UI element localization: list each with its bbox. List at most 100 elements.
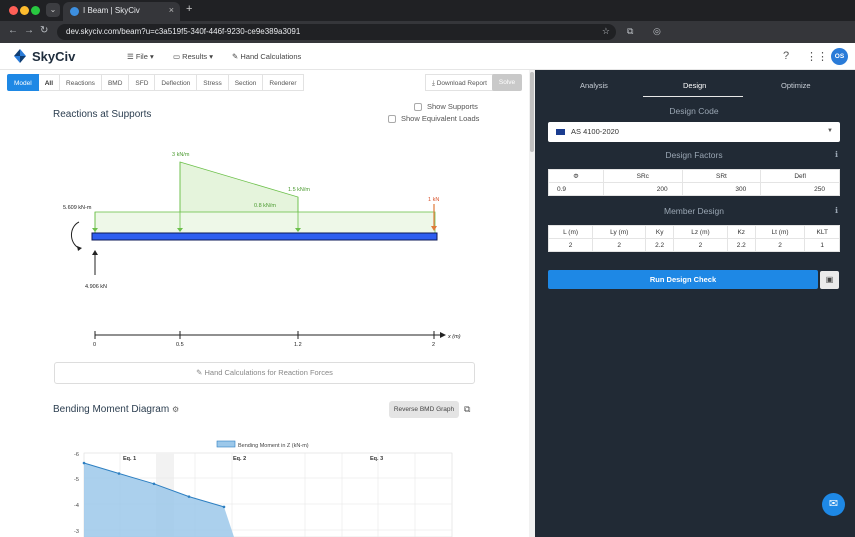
tab-search-icon[interactable]: ⌄ <box>46 3 60 17</box>
bmd-ytick-2: -4 <box>74 503 79 509</box>
results-menu-label: Results <box>182 52 208 61</box>
tab-renderer[interactable]: Renderer <box>263 74 304 91</box>
load-label-c: 0.8 kN/m <box>254 203 276 209</box>
settings-gear-icon[interactable]: ⚙ <box>171 405 180 414</box>
left-pane-scrollbar[interactable] <box>529 70 535 537</box>
browser-tab-title: I Beam | SkyCiv <box>83 6 140 15</box>
factor-header: Defl <box>760 169 840 183</box>
maximize-window-button[interactable] <box>31 6 40 15</box>
tab-deflection[interactable]: Deflection <box>155 74 198 91</box>
chat-support-icon[interactable]: ✉ <box>822 493 845 516</box>
help-icon[interactable]: ? <box>783 50 790 62</box>
show-supports-label: Show Supports <box>427 102 478 111</box>
tab-all[interactable]: All <box>38 74 61 91</box>
member-value[interactable]: 2.2 <box>726 238 756 252</box>
factor-value[interactable]: 200 <box>602 182 683 196</box>
skyciv-favicon-icon <box>70 7 79 16</box>
design-factors-header-row: Φ SRc SRt Defl <box>548 169 840 183</box>
user-avatar[interactable]: OS <box>831 48 848 65</box>
hand-calculations-label: Hand Calculations <box>240 52 302 61</box>
close-window-button[interactable] <box>9 6 18 15</box>
reverse-bmd-button[interactable]: Reverse BMD Graph <box>389 401 459 418</box>
tab-close-icon[interactable]: × <box>168 5 174 15</box>
forward-icon[interactable]: → <box>24 25 34 36</box>
tab-reactions[interactable]: Reactions <box>60 74 102 91</box>
tab-bmd[interactable]: BMD <box>101 74 130 91</box>
tab-model[interactable]: Model <box>7 74 39 91</box>
member-design-value-row: 2 2 2.2 2 2.2 2 1 <box>547 238 840 252</box>
tab-optimize[interactable]: Optimize <box>781 81 811 90</box>
download-report-button[interactable]: ⤓ Download Report <box>425 74 494 91</box>
bmd-chart: Bending Moment in Z (kN-m) -6 -5 -4 -3 E… <box>74 440 453 537</box>
apps-grid-icon[interactable]: ⋮⋮ <box>806 51 828 63</box>
solve-button[interactable]: Solve <box>492 74 522 91</box>
skyciv-logo[interactable]: SkyCiv <box>12 48 75 64</box>
skyciv-logo-icon <box>14 49 26 63</box>
member-value[interactable]: 2 <box>592 238 647 252</box>
profile-icon[interactable]: ◎ <box>653 26 661 36</box>
member-header: Lt (m) <box>754 225 806 239</box>
design-code-value: AS 4100-2020 <box>571 127 619 136</box>
tab-stress[interactable]: Stress <box>197 74 229 91</box>
design-factors-value-row: 0.9 200 300 250 <box>548 182 840 196</box>
member-header: Ly (m) <box>592 225 647 239</box>
results-menu[interactable]: ▭ Results ▾ <box>173 52 214 61</box>
caret-down-icon: ▼ <box>827 128 833 134</box>
factor-value[interactable]: 250 <box>760 182 840 196</box>
show-equivalent-loads-box[interactable] <box>388 114 396 123</box>
bmd-legend-swatch <box>216 440 236 448</box>
factor-header: SRc <box>602 169 683 183</box>
new-tab-icon[interactable]: + <box>186 3 193 15</box>
tab-section[interactable]: Section <box>228 74 264 91</box>
show-equivalent-loads-checkbox[interactable]: Show Equivalent Loads <box>388 114 479 123</box>
uniform-load <box>94 211 436 234</box>
bookmark-star-icon[interactable]: ☆ <box>601 26 610 36</box>
member-value[interactable]: 2 <box>673 238 728 252</box>
axis-tick-0: 0 <box>93 342 96 348</box>
show-supports-box[interactable] <box>414 102 422 111</box>
file-menu[interactable]: ☰ File ▾ <box>127 52 154 61</box>
bmd-point <box>82 461 86 465</box>
tab-sfd[interactable]: SFD <box>129 74 156 91</box>
factor-value[interactable]: 300 <box>681 182 762 196</box>
bmd-point <box>152 482 156 486</box>
reload-icon[interactable]: ↻ <box>40 25 49 36</box>
url-field[interactable]: dev.skyciv.com/beam?u=c3a519f5-340f-446f… <box>57 24 616 40</box>
member-value[interactable]: 2.2 <box>645 238 675 252</box>
save-icon[interactable]: ▣ <box>820 271 839 289</box>
hand-calculations-reaction-button[interactable]: ✎ Hand Calculations for Reaction Forces <box>54 362 475 384</box>
back-icon[interactable]: ← <box>8 25 18 36</box>
member-value[interactable]: 2 <box>754 238 806 252</box>
run-design-check-button[interactable]: Run Design Check <box>548 270 818 289</box>
factor-value[interactable]: 0.9 <box>548 182 604 196</box>
design-factors-title: Design Factors <box>665 150 723 160</box>
member-design-info-icon[interactable]: ℹ <box>835 206 839 215</box>
member-design-header-row: L (m) Ly (m) Ky Lz (m) Kz Lt (m) KLT <box>547 225 840 239</box>
moment-reaction-label: 5.609 kN-m <box>63 205 92 211</box>
beam[interactable] <box>91 232 438 241</box>
tab-analysis[interactable]: Analysis <box>580 81 608 90</box>
axis-tick-3: 2 <box>432 342 435 348</box>
extension-icon[interactable]: ⧉ <box>627 26 634 36</box>
member-header: Lz (m) <box>673 225 728 239</box>
browser-tab-bar: ⌄ I Beam | SkyCiv × + <box>0 0 855 21</box>
member-header: Ky <box>645 225 675 239</box>
left-pane-scroll-thumb[interactable] <box>530 72 534 152</box>
browser-tab[interactable]: I Beam | SkyCiv × <box>63 2 180 21</box>
results-tabs: Model All Reactions BMD SFD Deflection S… <box>7 74 304 91</box>
tab-design[interactable]: Design <box>683 81 707 90</box>
show-supports-checkbox[interactable]: Show Supports <box>414 102 478 111</box>
minimize-window-button[interactable] <box>20 6 29 15</box>
bmd-ytick-3: -3 <box>74 529 79 535</box>
copy-icon[interactable]: ⧉ <box>464 404 471 414</box>
hand-calculations-menu[interactable]: ✎ Hand Calculations <box>232 52 302 61</box>
design-code-select[interactable]: AS 4100-2020 ▼ <box>548 122 840 142</box>
bmd-point <box>222 505 226 509</box>
member-value[interactable]: 2 <box>547 238 594 252</box>
file-menu-label: File <box>135 52 148 61</box>
axis-tick-2: 1.2 <box>294 342 302 348</box>
bmd-ytick-1: -5 <box>74 477 79 483</box>
design-factors-info-icon[interactable]: ℹ <box>835 150 839 159</box>
member-value[interactable]: 1 <box>804 238 840 252</box>
factor-header: SRt <box>681 169 762 183</box>
